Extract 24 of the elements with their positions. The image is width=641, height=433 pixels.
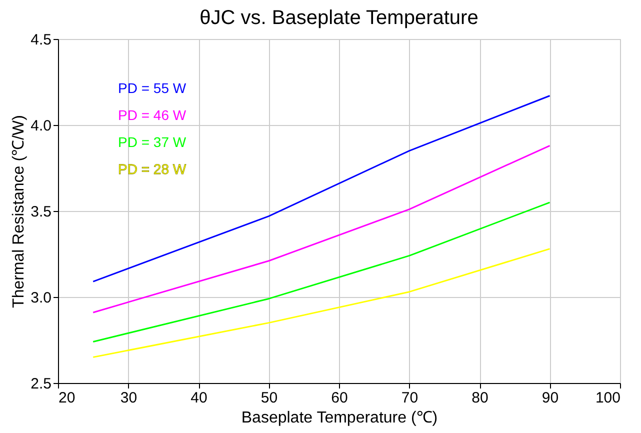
x-tick-label: 50 xyxy=(260,390,278,406)
x-tick-label: 40 xyxy=(190,390,208,406)
x-tick-label: 90 xyxy=(542,390,559,406)
x-tick-label: 100 xyxy=(595,390,620,406)
chart-title: θJC vs. Baseplate Temperature xyxy=(200,7,478,29)
x-tick-label: 30 xyxy=(120,390,138,406)
line-series xyxy=(92,202,550,342)
text: PD = 55 W xyxy=(118,80,187,96)
x-axis-title: Baseplate Temperature (℃) xyxy=(241,410,438,426)
y-axis-title: Thermal Resistance (℃/W) xyxy=(10,115,28,308)
y-tick-label: 3.5 xyxy=(30,204,52,220)
y-tick-label: 2.5 xyxy=(30,376,52,392)
y-tick-label: 4.0 xyxy=(30,118,52,134)
line-series xyxy=(92,248,550,358)
x-tick-label: 70 xyxy=(401,390,418,406)
text: PD = 28 W xyxy=(118,161,187,177)
text: PD = 46 W xyxy=(118,107,187,123)
line-series xyxy=(92,95,550,282)
x-tick-label: 80 xyxy=(472,390,488,406)
y-tick-label: 3.0 xyxy=(30,290,52,306)
y-tick-label: 4.5 xyxy=(30,32,52,48)
x-tick-label: 60 xyxy=(331,390,348,406)
x-tick-label: 20 xyxy=(58,390,76,406)
text: PD = 37 W xyxy=(118,134,187,150)
